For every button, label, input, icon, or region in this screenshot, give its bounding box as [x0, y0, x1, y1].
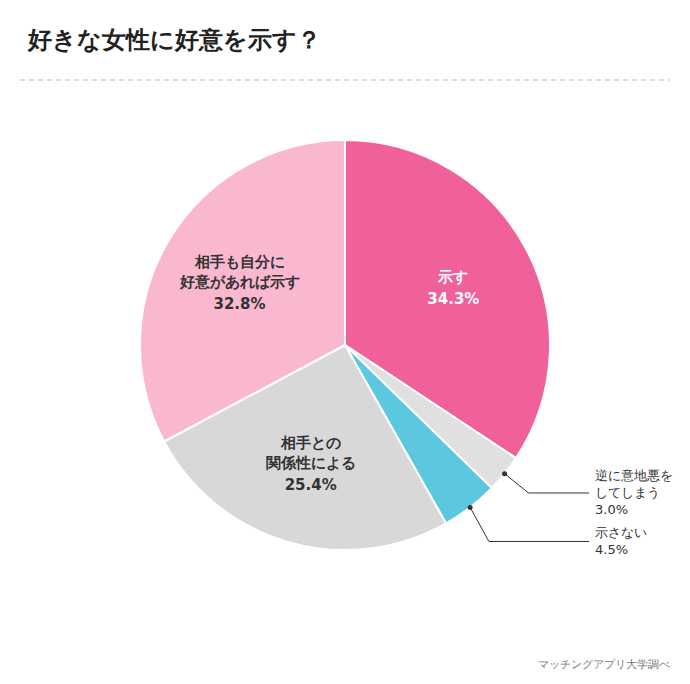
leader-line [470, 507, 589, 541]
slice-label: 示さない [595, 525, 647, 540]
chart: 好きな女性に好意を示す？ 示す 34.3% 相手との関係性による 25.4% 相手も自分に… [0, 0, 690, 684]
slice-label: 示す [437, 268, 468, 286]
slice-label: 逆に意地悪を [595, 468, 673, 483]
source: マッチングアプリ大学調べ [538, 658, 670, 671]
background [0, 0, 690, 684]
pie-slice [140, 140, 345, 441]
slice-label: 関係性による [266, 454, 356, 472]
slice-label: してしまう [595, 485, 660, 500]
title: 好きな女性に好意を示す？ [27, 26, 321, 54]
data-label: 25.4% [285, 476, 337, 494]
chart-container: 好きな女性に好意を示す？ 示す 34.3% 相手との関係性による 25.4% 相手も自分に… [0, 0, 690, 684]
slices [140, 140, 550, 550]
slice-label: 相手との [280, 434, 341, 452]
data-label: 34.3% [427, 290, 479, 308]
slice-label: 相手も自分に [194, 253, 285, 271]
data-label: 4.5% [595, 542, 628, 557]
data-label: 3.0% [595, 502, 628, 517]
data-label: 32.8% [214, 295, 266, 313]
labels: 示す 34.3% 相手との関係性による 25.4% 相手も自分に好意があれば示す 32.8… [179, 253, 674, 558]
leader-line [505, 474, 590, 493]
slice-label: 好意があれば示す [179, 273, 300, 291]
separator [20, 80, 670, 81]
